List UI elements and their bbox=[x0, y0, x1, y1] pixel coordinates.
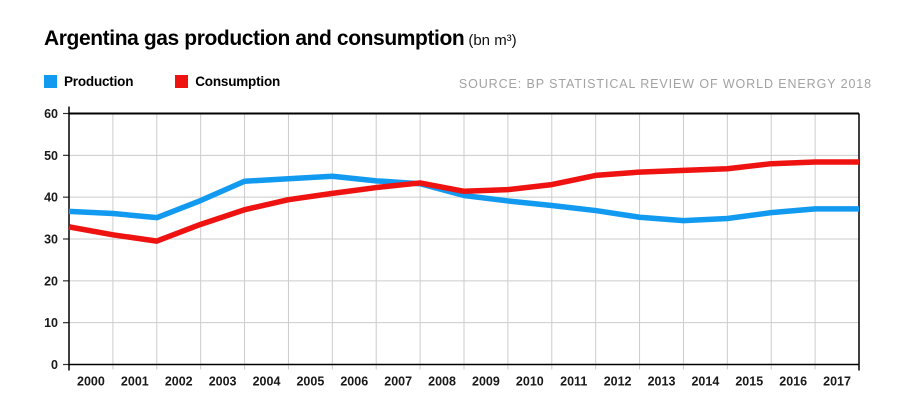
x-axis-label: 2009 bbox=[472, 375, 500, 389]
title-unit: (bn m³) bbox=[468, 32, 517, 49]
x-axis-label: 2006 bbox=[340, 375, 368, 389]
consumption-swatch-icon bbox=[175, 75, 189, 88]
source-credit: SOURCE: BP STATISTICAL REVIEW OF WORLD E… bbox=[458, 77, 872, 91]
x-axis-label: 2017 bbox=[823, 375, 851, 389]
y-axis-label: 30 bbox=[44, 233, 58, 247]
x-axis-label: 2013 bbox=[648, 375, 676, 389]
production-line[interactable] bbox=[68, 173, 859, 224]
y-axis-label: 10 bbox=[44, 316, 58, 330]
x-axis-label: 2016 bbox=[779, 375, 807, 389]
x-axis-label: 2015 bbox=[735, 375, 763, 389]
legend-item-consumption[interactable]: Consumption bbox=[175, 74, 280, 89]
x-axis-label: 2011 bbox=[560, 375, 587, 389]
x-axis-label: 2003 bbox=[209, 375, 237, 389]
x-axis-label: 2010 bbox=[516, 375, 544, 389]
legend-label-consumption: Consumption bbox=[195, 74, 281, 89]
page-title: Argentina gas production and consumption… bbox=[44, 27, 517, 51]
y-axis-label: 20 bbox=[44, 274, 58, 288]
title-text: Argentina gas production and consumption bbox=[44, 27, 465, 50]
x-axis-label: 2002 bbox=[165, 375, 193, 389]
y-axis-label: 0 bbox=[51, 358, 58, 372]
x-axis-label: 2000 bbox=[77, 375, 105, 389]
y-axis-label: 60 bbox=[44, 107, 58, 121]
x-axis-label: 2014 bbox=[691, 375, 719, 389]
consumption-line[interactable] bbox=[68, 159, 859, 244]
y-axis-label: 50 bbox=[44, 149, 58, 163]
production-swatch-icon bbox=[44, 75, 57, 88]
legend-label-production: Production bbox=[64, 74, 134, 89]
x-axis-label: 2004 bbox=[253, 375, 281, 389]
x-axis-label: 2012 bbox=[604, 375, 632, 389]
x-axis-label: 2007 bbox=[384, 375, 412, 389]
x-axis-label: 2008 bbox=[428, 375, 456, 389]
legend: Production Consumption bbox=[44, 74, 280, 89]
legend-item-production[interactable]: Production bbox=[44, 74, 133, 89]
y-axis-label: 40 bbox=[44, 191, 58, 205]
x-axis-label: 2001 bbox=[121, 375, 149, 389]
x-axis-label: 2005 bbox=[296, 375, 324, 389]
